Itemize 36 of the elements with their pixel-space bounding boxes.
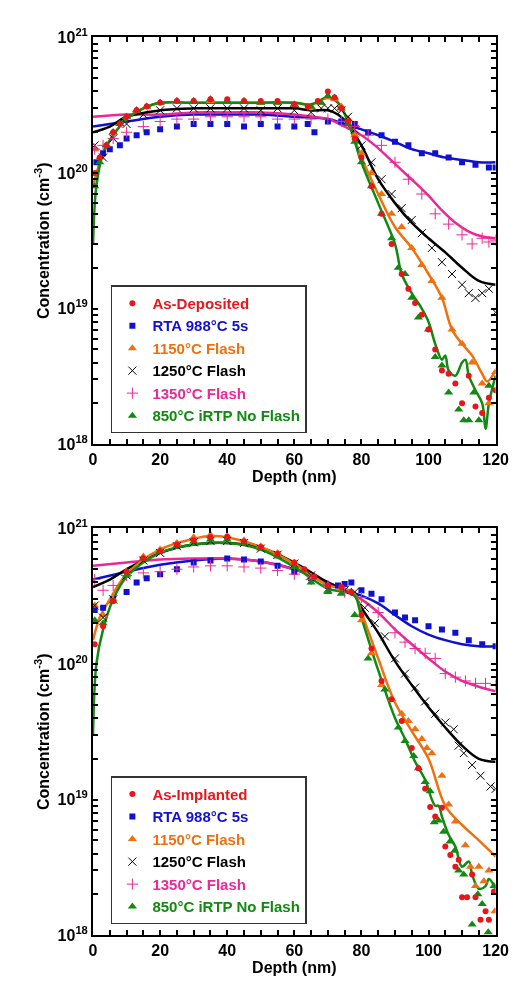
x-tick-label: 40 (218, 942, 237, 960)
x-tick-label: 80 (352, 451, 371, 469)
y-tick-label: 10$^{20}$ (57, 161, 88, 182)
y-tick-label: 10$^{21}$ (57, 26, 88, 47)
legend-label: 1150°C Flash (152, 830, 246, 848)
legend-label: 1350°C Flash (152, 875, 246, 893)
legend-label: 1350°C Flash (152, 384, 246, 402)
legend-label: As-Deposited (152, 294, 250, 312)
x-tick-label: 120 (482, 942, 510, 960)
x-tick-label: 20 (151, 942, 170, 960)
x-tick-label: 100 (415, 942, 442, 960)
x-axis-title: Depth (nm) (252, 959, 337, 977)
y-tick-label: 10$^{20}$ (57, 652, 88, 673)
x-tick-label: 20 (151, 451, 170, 469)
legend-label: 1150°C Flash (152, 339, 246, 357)
legend-label: RTA 988°C 5s (152, 808, 249, 826)
y-tick-label: 10$^{19}$ (57, 788, 88, 809)
y-tick-label: 10$^{18}$ (57, 433, 88, 453)
x-tick-label: 120 (482, 451, 510, 469)
legend-label: As-Implanted (152, 785, 248, 803)
x-tick-label: 0 (88, 451, 98, 469)
legend-label: RTA 988°C 5s (152, 317, 249, 335)
legend-label: 1250°C Flash (152, 853, 246, 871)
x-tick-label: 100 (415, 451, 442, 469)
legend-label: 850°C iRTP No Flash (152, 407, 300, 425)
y-tick-label: 10$^{18}$ (57, 924, 88, 944)
y-tick-label: 10$^{21}$ (57, 517, 88, 538)
x-tick-label: 80 (352, 942, 371, 960)
x-axis-title: Depth (nm) (252, 468, 337, 486)
x-tick-label: 60 (285, 942, 304, 960)
y-tick-label: 10$^{19}$ (57, 297, 88, 318)
x-tick-label: 60 (285, 451, 304, 469)
x-tick-label: 0 (88, 942, 98, 960)
x-tick-label: 40 (218, 451, 237, 469)
legend-label: 850°C iRTP No Flash (152, 898, 300, 916)
legend-label: 1250°C Flash (152, 362, 246, 380)
